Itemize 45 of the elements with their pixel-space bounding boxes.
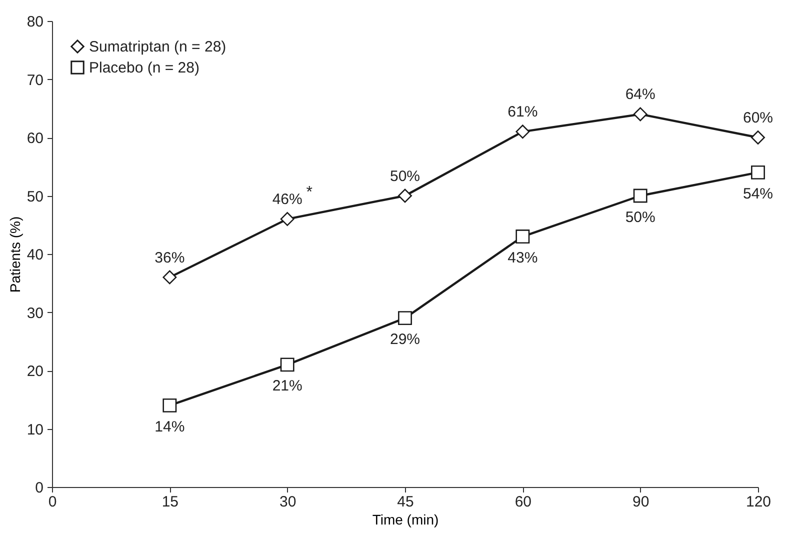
y-axis-title: Patients (%)	[6, 216, 23, 293]
data-label: 29%	[390, 331, 420, 348]
x-tick-label: 45	[397, 494, 414, 510]
point	[516, 124, 530, 139]
point	[516, 230, 530, 244]
point	[633, 188, 648, 203]
legend-label: Sumatriptan (n = 28)	[89, 38, 226, 56]
data-label: 61%	[508, 104, 538, 121]
data-label: 50%	[625, 208, 656, 226]
point	[162, 270, 177, 284]
data-label: 46%	[272, 191, 302, 208]
y-tick-label: 60	[26, 130, 44, 147]
y-tick-label: 40	[26, 246, 44, 264]
y-tick-label: 20	[26, 363, 44, 380]
point	[280, 212, 294, 226]
x-tick-label: 120	[746, 494, 772, 510]
y-tick-label: 0	[35, 480, 44, 496]
y-tick-label: 10	[26, 421, 44, 438]
data-label: 50%	[390, 168, 420, 185]
point	[162, 398, 177, 412]
x-tick-label: 0	[48, 494, 57, 510]
legend-label: Placebo (n = 28)	[89, 60, 200, 76]
point	[398, 311, 412, 326]
y-tick-label: 80	[26, 14, 44, 30]
point	[751, 130, 765, 144]
x-axis-title: Time (min)	[372, 512, 439, 528]
data-label: 21%	[272, 378, 302, 395]
y-tick-label: 30	[26, 304, 44, 322]
data-label: 36%	[154, 249, 185, 266]
x-tick-label: 15	[162, 494, 179, 510]
annotation: *	[306, 184, 312, 202]
data-label: 60%	[742, 110, 774, 126]
data-label: 64%	[625, 86, 656, 104]
point	[398, 188, 412, 203]
data-label: 54%	[742, 185, 774, 202]
point	[280, 358, 294, 372]
x-tick-label: 60	[514, 494, 532, 510]
point	[751, 165, 765, 180]
x-tick-label: 30	[279, 494, 296, 510]
point	[633, 107, 648, 122]
x-tick-label: 90	[632, 494, 650, 510]
y-tick-label: 70	[26, 72, 44, 89]
data-label: 14%	[154, 418, 185, 436]
data-label: 43%	[508, 250, 538, 267]
y-tick-label: 50	[26, 188, 44, 206]
